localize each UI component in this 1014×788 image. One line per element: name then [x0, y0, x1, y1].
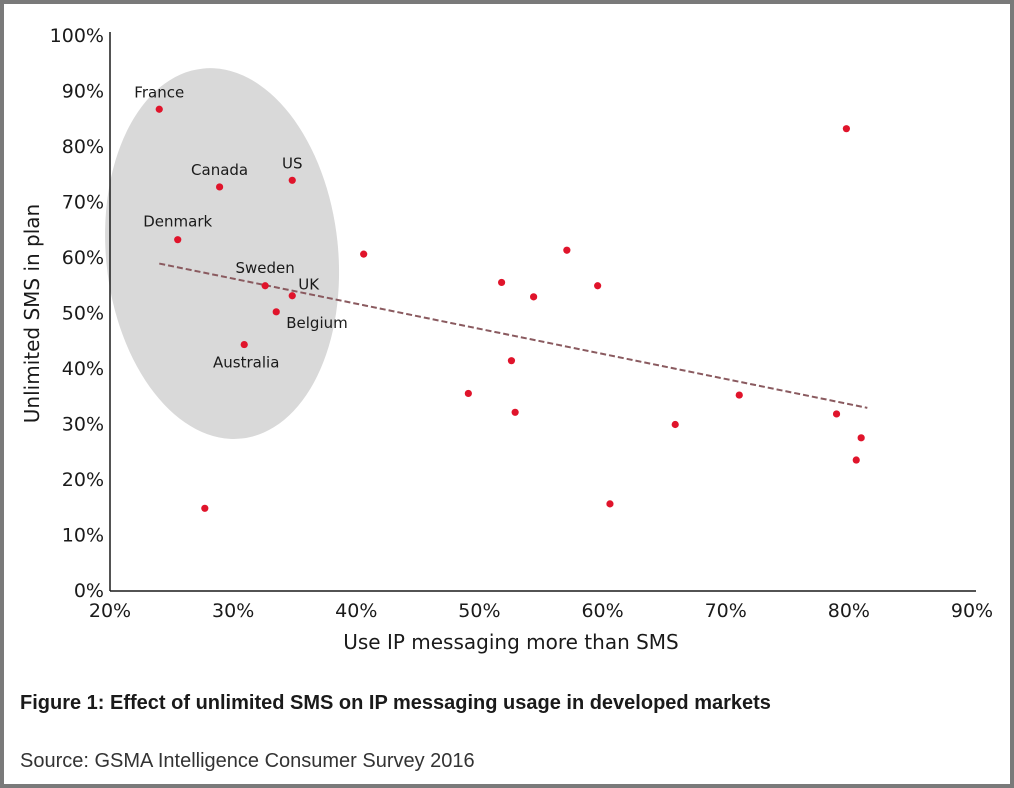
- y-tick-label: 10%: [62, 525, 104, 547]
- y-tick-label: 100%: [50, 25, 104, 47]
- data-point: [857, 434, 865, 442]
- figure-source: Source: GSMA Intelligence Consumer Surve…: [20, 750, 475, 772]
- data-point: [594, 282, 602, 290]
- y-tick-label: 90%: [62, 81, 104, 103]
- data-point-label: Belgium: [286, 314, 348, 332]
- data-point-label: Sweden: [236, 259, 295, 277]
- data-point: [240, 340, 248, 349]
- data-point: [511, 408, 519, 416]
- data-point-label: France: [134, 83, 184, 101]
- x-tick-label: 50%: [458, 600, 500, 622]
- data-point: [842, 125, 850, 133]
- data-point: [272, 308, 280, 316]
- data-point-label: US: [282, 154, 303, 172]
- x-tick-label: 70%: [705, 600, 747, 622]
- y-tick-label: 0%: [74, 580, 104, 602]
- data-point: [735, 391, 743, 399]
- y-tick-label: 80%: [62, 136, 104, 158]
- y-tick-label: 40%: [62, 358, 104, 380]
- data-point: [360, 250, 368, 258]
- figure-caption: Figure 1: Effect of unlimited SMS on IP …: [20, 692, 771, 714]
- data-point: [174, 236, 182, 244]
- data-point: [497, 278, 506, 287]
- x-tick-label: 60%: [581, 600, 623, 622]
- data-point: [563, 246, 571, 254]
- data-point: [507, 357, 516, 365]
- data-point: [530, 293, 538, 301]
- data-point: [288, 176, 296, 184]
- data-point-label: Canada: [191, 161, 248, 179]
- data-point-label: Denmark: [143, 213, 212, 231]
- data-point-label: UK: [298, 276, 320, 294]
- x-axis-title: Use IP messaging more than SMS: [343, 630, 679, 654]
- y-tick-label: 50%: [62, 303, 104, 325]
- y-tick-label: 20%: [62, 469, 104, 491]
- highlight-ellipse: [105, 68, 340, 439]
- y-tick-label: 70%: [62, 192, 104, 214]
- data-point: [201, 504, 209, 512]
- scatter-chart: 0% 10% 20% 30% 40% 50% 60% 70% 80% 90% 100% 20% 30% 4…: [20, 25, 993, 654]
- data-point: [155, 105, 163, 113]
- x-tick-label: 40%: [335, 600, 377, 622]
- data-point: [832, 410, 841, 418]
- trend-line: [159, 262, 868, 409]
- data-point: [606, 500, 614, 508]
- data-point: [852, 456, 860, 464]
- y-tick-label: 30%: [62, 414, 104, 436]
- y-axis-title: Unlimited SMS in plan: [20, 204, 44, 423]
- x-tick-label: 80%: [828, 600, 870, 622]
- data-point: [261, 282, 269, 290]
- data-point: [288, 292, 296, 300]
- data-point: [464, 389, 472, 398]
- x-tick-label: 30%: [212, 600, 254, 622]
- data-point-label: Australia: [213, 354, 279, 372]
- data-point: [671, 420, 679, 429]
- x-tick-label: 20%: [89, 600, 131, 622]
- data-point: [215, 183, 224, 191]
- x-tick-label: 90%: [951, 600, 993, 622]
- y-tick-label: 60%: [62, 247, 104, 269]
